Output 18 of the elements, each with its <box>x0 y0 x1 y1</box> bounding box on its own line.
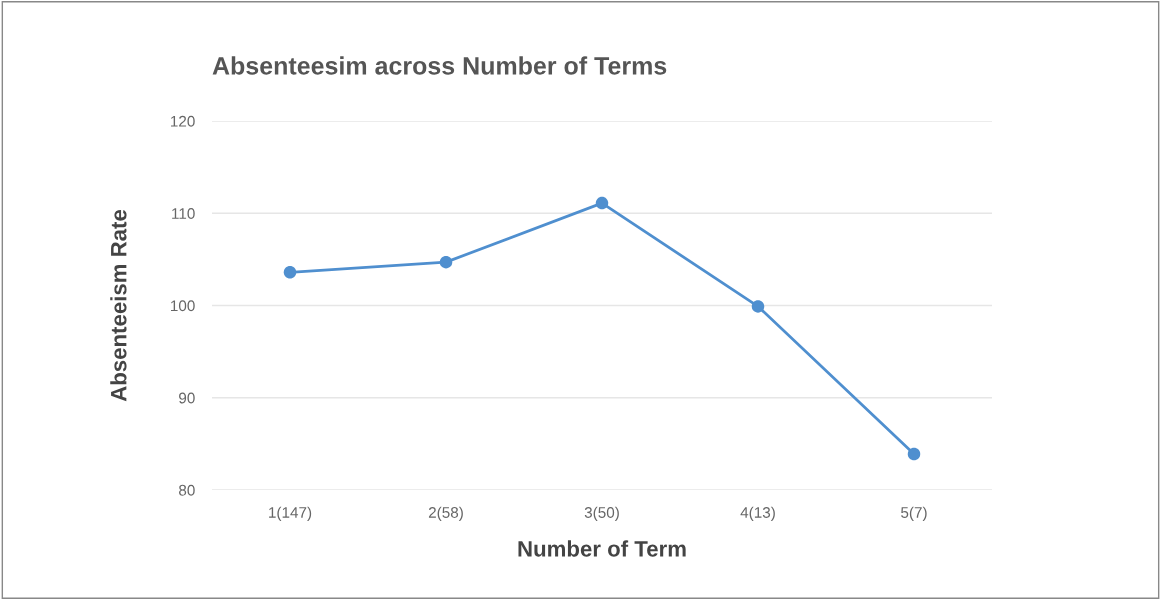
point <box>439 255 453 269</box>
y-tick-label: 100 <box>171 300 195 312</box>
x-tick-label: 2(58) <box>428 506 463 521</box>
y-tick-label: 90 <box>179 392 195 404</box>
chart-title: Absenteesim across Number of Terms <box>212 56 667 75</box>
point <box>751 300 765 313</box>
x-axis-title: Number of Term <box>518 540 686 557</box>
y-tick-label: 120 <box>171 115 195 127</box>
point <box>907 447 921 461</box>
x-tick-label: 5(7) <box>901 506 927 521</box>
x-tick-label: 3(50) <box>584 506 619 521</box>
point <box>283 266 297 279</box>
x-tick-label: 4(13) <box>740 506 775 521</box>
y-tick-label: 110 <box>172 208 195 219</box>
x-tick-label: 1(147) <box>269 506 312 521</box>
y-axis-title: Absenteeism Rate <box>110 209 127 402</box>
point <box>595 196 609 210</box>
y-tick-label: 80 <box>179 484 195 496</box>
